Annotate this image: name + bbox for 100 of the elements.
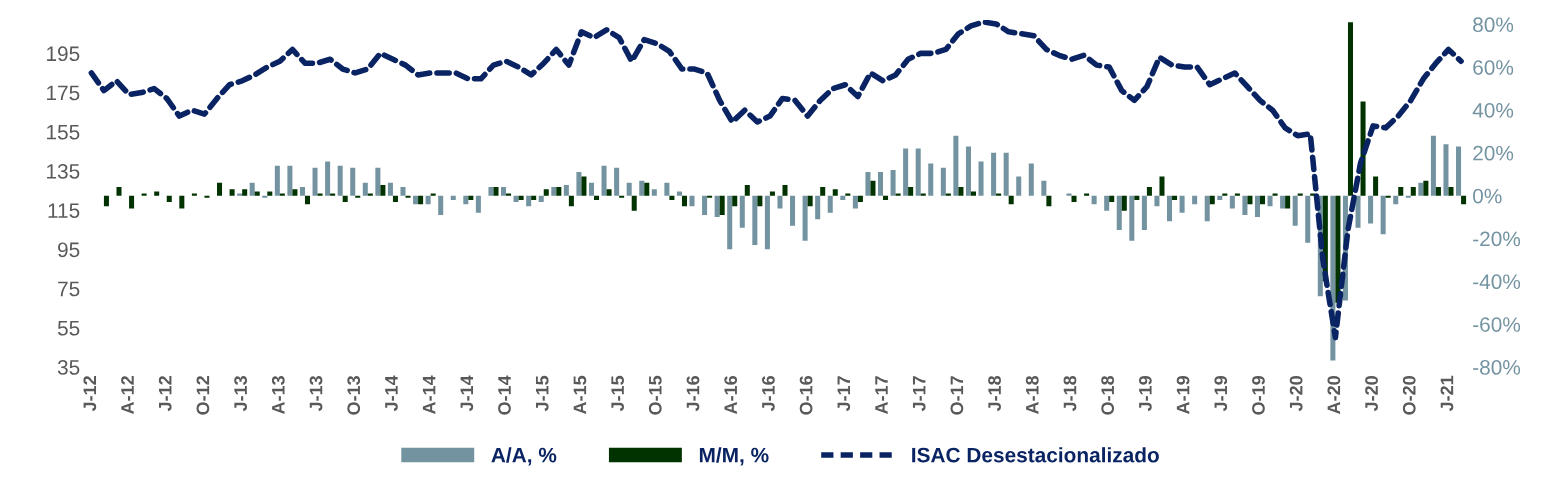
x-tick-label: A-20 [1327, 376, 1341, 415]
bar [116, 187, 122, 196]
bar [1003, 152, 1009, 196]
bar [978, 161, 984, 196]
bar [1172, 195, 1178, 200]
y-tick-label: 155 [47, 124, 80, 140]
bar [865, 172, 871, 196]
bar [413, 195, 419, 205]
bar [304, 195, 311, 205]
x-tick-label: J-13 [309, 375, 323, 412]
x-tick-label: J-21 [1440, 375, 1454, 412]
bar [563, 184, 569, 196]
bar [204, 195, 210, 198]
bar [154, 191, 160, 196]
y-tick-label: 135 [47, 163, 80, 179]
bar [418, 195, 424, 205]
bar [1141, 195, 1147, 230]
bar [903, 148, 909, 196]
bar [488, 187, 494, 196]
bar [1066, 193, 1072, 196]
bar [1129, 195, 1135, 241]
bar [1116, 195, 1122, 230]
bar [965, 146, 971, 196]
bar [1104, 195, 1110, 211]
bar [254, 191, 260, 196]
bar [1084, 193, 1090, 196]
bar [1430, 135, 1436, 196]
bar [1008, 195, 1014, 205]
bar [279, 193, 285, 196]
bar [1305, 195, 1311, 243]
x-tick-label: A-14 [422, 375, 436, 415]
bar [895, 193, 901, 196]
bar [588, 182, 594, 196]
x-tick-label: J-15 [611, 375, 624, 412]
bar [1222, 193, 1228, 196]
bar [958, 187, 964, 196]
bar [317, 193, 323, 196]
bar [526, 195, 532, 207]
bar [840, 195, 846, 200]
bar [501, 187, 507, 196]
x-tick-label: O-20 [1402, 376, 1416, 415]
bar [890, 169, 896, 196]
bar [367, 193, 373, 196]
x-tick-label: J-18 [1063, 375, 1077, 412]
bar [405, 195, 411, 198]
bar [1154, 195, 1160, 207]
bar [782, 184, 788, 196]
bar [556, 187, 562, 196]
bar [380, 184, 386, 196]
bar [1292, 195, 1298, 226]
bar [249, 182, 255, 196]
bar [996, 193, 1002, 196]
bar [430, 193, 436, 196]
bar [463, 195, 469, 205]
bar [1046, 195, 1052, 207]
y2-tick-label: 60% [1473, 60, 1514, 75]
x-tick-label: A-15 [573, 375, 587, 415]
bar [639, 180, 645, 196]
bar [732, 195, 738, 207]
bar [719, 195, 725, 215]
x-tick-label: J-18 [988, 375, 1001, 412]
bar [1016, 176, 1022, 196]
bar [438, 195, 444, 215]
bar [857, 195, 863, 203]
x-tick-label: O-14 [498, 375, 511, 415]
bar [337, 165, 343, 196]
y2-tick-label: -40% [1473, 274, 1521, 290]
bar [669, 195, 675, 200]
bar [1443, 144, 1449, 196]
bar [1041, 180, 1047, 196]
x-tick-label: J-13 [234, 375, 248, 412]
bar [1418, 182, 1424, 196]
x-tick-label: O-13 [347, 375, 361, 415]
x-tick-label: O-16 [799, 375, 813, 415]
bar [568, 195, 574, 207]
bar [752, 195, 758, 245]
x-tick-label: A-18 [1025, 375, 1039, 415]
bar [1146, 187, 1152, 196]
bar [237, 193, 243, 196]
bar [1217, 195, 1223, 200]
bar [991, 152, 997, 196]
bar [1368, 195, 1374, 224]
bar [229, 189, 235, 196]
bar [606, 189, 612, 196]
legend-label: ISAC Desestacionalizado [912, 447, 1159, 463]
x-tick-label: J-16 [761, 375, 775, 412]
bar [1204, 195, 1210, 222]
x-tick-label: J-15 [535, 375, 549, 412]
bar [644, 182, 650, 196]
bar [468, 195, 474, 200]
bar [1260, 195, 1266, 205]
bar [1109, 195, 1115, 203]
bar [915, 148, 921, 196]
bar [689, 195, 695, 207]
y-tick-label: 115 [48, 203, 80, 218]
bar [312, 167, 318, 196]
bar [651, 189, 657, 196]
x-tick-label: J-19 [1214, 376, 1228, 412]
bar [1347, 22, 1353, 196]
bar [945, 193, 951, 196]
